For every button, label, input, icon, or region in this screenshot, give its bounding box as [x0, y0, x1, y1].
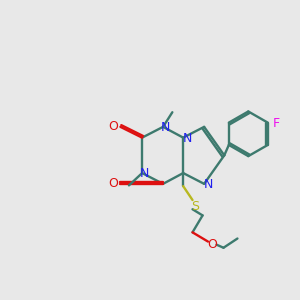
Text: O: O [109, 177, 118, 190]
Text: N: N [140, 167, 149, 180]
Text: N: N [161, 121, 170, 134]
Text: N: N [182, 132, 192, 145]
Text: O: O [109, 120, 118, 134]
Text: S: S [191, 200, 199, 213]
Text: N: N [203, 178, 213, 191]
Text: O: O [207, 238, 217, 251]
Text: F: F [273, 117, 280, 130]
